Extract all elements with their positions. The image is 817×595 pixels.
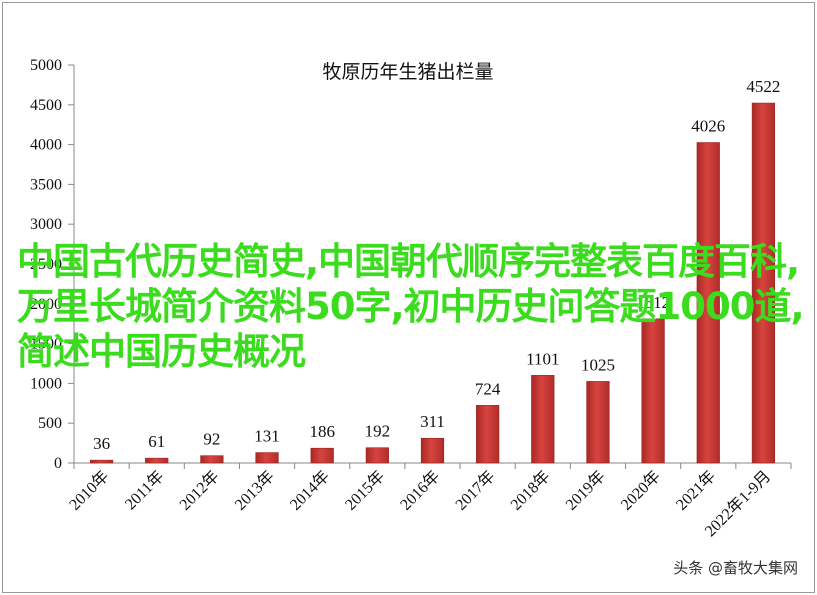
overlay-headline: 中国古代历史简史,中国朝代顺序完整表百度百科,万里长城简介资料50字,初中历史问… (17, 240, 805, 373)
y-tick-label: 5000 (30, 57, 62, 74)
bar (89, 459, 114, 464)
y-tick-label: 1000 (30, 375, 62, 392)
bar (531, 375, 555, 464)
bar (200, 455, 224, 464)
data-label: 1812 (636, 293, 670, 312)
bar-chart: 牧原历年生猪出栏量 0 500 1000 1500 2000 2500 3000 3500 40… (30, 57, 792, 540)
bar (255, 452, 279, 464)
x-tick-label: 2017年 (452, 467, 499, 514)
data-label: 1101 (526, 349, 559, 368)
y-tick-label: 2000 (30, 296, 62, 313)
bars (89, 102, 776, 464)
x-tick-label: 2021年 (672, 467, 719, 514)
x-tick-label: 2015年 (341, 467, 388, 514)
data-label: 92 (203, 430, 220, 449)
data-label: 192 (365, 422, 391, 441)
x-tick-label: 2018年 (507, 467, 554, 514)
bar (145, 457, 169, 464)
x-tick-label: 2012年 (176, 467, 223, 514)
x-tick-label: 2016年 (397, 467, 444, 514)
data-label: 1025 (581, 355, 615, 374)
y-tick-label: 3500 (30, 176, 62, 193)
y-tick-label: 2500 (30, 256, 62, 273)
x-axis-ticks: 2010年 2011年 2012年 2013年 2014年 2015年 2016年 2017年… (66, 463, 792, 540)
data-label: 311 (420, 412, 445, 431)
data-label: 61 (148, 432, 165, 451)
data-label: 186 (309, 422, 335, 441)
bar (641, 318, 665, 464)
bar (696, 142, 720, 464)
y-axis-ticks: 0 500 1000 1500 2000 2500 3000 3500 4000 4500 5000 (30, 57, 74, 472)
x-tick-label: 2014年 (286, 467, 333, 514)
y-tick-label: 4000 (30, 137, 62, 154)
data-labels: 36 61 92 131 186 192 311 724 1101 1025 1812 4026 452… (93, 77, 780, 453)
bar (476, 405, 500, 464)
data-label: 4026 (691, 117, 725, 136)
data-label: 724 (475, 379, 501, 398)
x-tick-label: 2010年 (66, 467, 113, 514)
bar (310, 447, 334, 464)
y-tick-label: 0 (54, 455, 62, 472)
bar (365, 447, 389, 464)
y-tick-label: 1500 (30, 336, 62, 353)
chart-title: 牧原历年生猪出栏量 (322, 61, 493, 83)
y-tick-label: 3000 (30, 216, 62, 233)
y-tick-label: 500 (38, 415, 62, 432)
data-label: 36 (93, 434, 110, 453)
watermark: 头条 @畜牧大集网 (673, 559, 798, 577)
x-tick-label: 2013年 (231, 467, 278, 514)
bar (420, 437, 445, 464)
x-tick-label: 2019年 (562, 467, 609, 514)
bar (586, 381, 610, 464)
y-tick-label: 4500 (30, 97, 62, 114)
bar (751, 102, 776, 464)
data-label: 4522 (746, 77, 780, 96)
x-tick-label: 2011年 (121, 467, 167, 513)
x-tick-label: 2020年 (617, 467, 664, 514)
data-label: 131 (254, 427, 280, 446)
